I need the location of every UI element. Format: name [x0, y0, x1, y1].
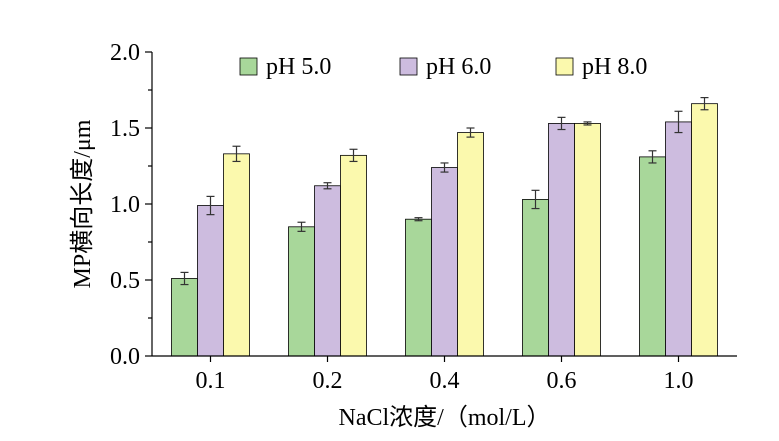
y-tick-label: 0.0 — [110, 344, 140, 370]
x-ticks: 0.1 0.2 0.4 0.6 1.0 — [196, 356, 694, 394]
bar-pH-6_0-0.4 — [431, 167, 458, 357]
bar-pH-5_0-1.0 — [639, 156, 666, 357]
legend-swatch — [399, 57, 418, 76]
y-tick-label: 2.0 — [110, 40, 140, 66]
bar-pH-5_0-0.6 — [522, 199, 549, 357]
error-bars-layer — [180, 96, 709, 286]
bars-layer — [171, 103, 718, 357]
legend-swatch — [555, 57, 574, 76]
x-axis-label: NaCl浓度/（mol/L） — [339, 404, 551, 431]
y-tick-label: 0.5 — [110, 268, 140, 294]
legend-label: pH 5.0 — [266, 54, 331, 80]
bar-pH-8_0-0.1 — [223, 153, 250, 357]
bar-pH-5_0-0.4 — [405, 218, 432, 357]
y-tick-label: 1.5 — [110, 116, 140, 142]
x-tick-label: 0.4 — [430, 368, 460, 394]
bar-pH-6_0-0.1 — [197, 205, 224, 357]
y-ticks: 0.0 0.5 1.0 1.5 2.0 — [110, 40, 152, 370]
bar-pH-8_0-1.0 — [691, 103, 718, 357]
y-tick-label: 1.0 — [110, 192, 140, 218]
bar-pH-6_0-0.6 — [548, 123, 575, 357]
bar-pH-6_0-0.2 — [314, 185, 341, 357]
bar-pH-8_0-0.2 — [340, 154, 367, 357]
bar-pH-8_0-0.4 — [457, 132, 484, 357]
x-tick-label: 0.1 — [196, 368, 226, 394]
bar-pH-5_0-0.1 — [171, 278, 198, 357]
x-tick-label: 0.6 — [547, 368, 577, 394]
legend-label: pH 8.0 — [582, 54, 647, 80]
bar-pH-5_0-0.2 — [288, 226, 315, 357]
legend: pH 5.0 pH 6.0 pH 8.0 — [239, 54, 647, 80]
x-tick-label: 1.0 — [664, 368, 694, 394]
x-tick-label: 0.2 — [313, 368, 343, 394]
bar-pH-6_0-1.0 — [665, 121, 692, 357]
legend-swatch — [239, 57, 258, 76]
bar-pH-8_0-0.6 — [574, 123, 601, 357]
legend-label: pH 6.0 — [426, 54, 491, 80]
y-axis-label: MP横向长度/μm — [69, 119, 96, 288]
